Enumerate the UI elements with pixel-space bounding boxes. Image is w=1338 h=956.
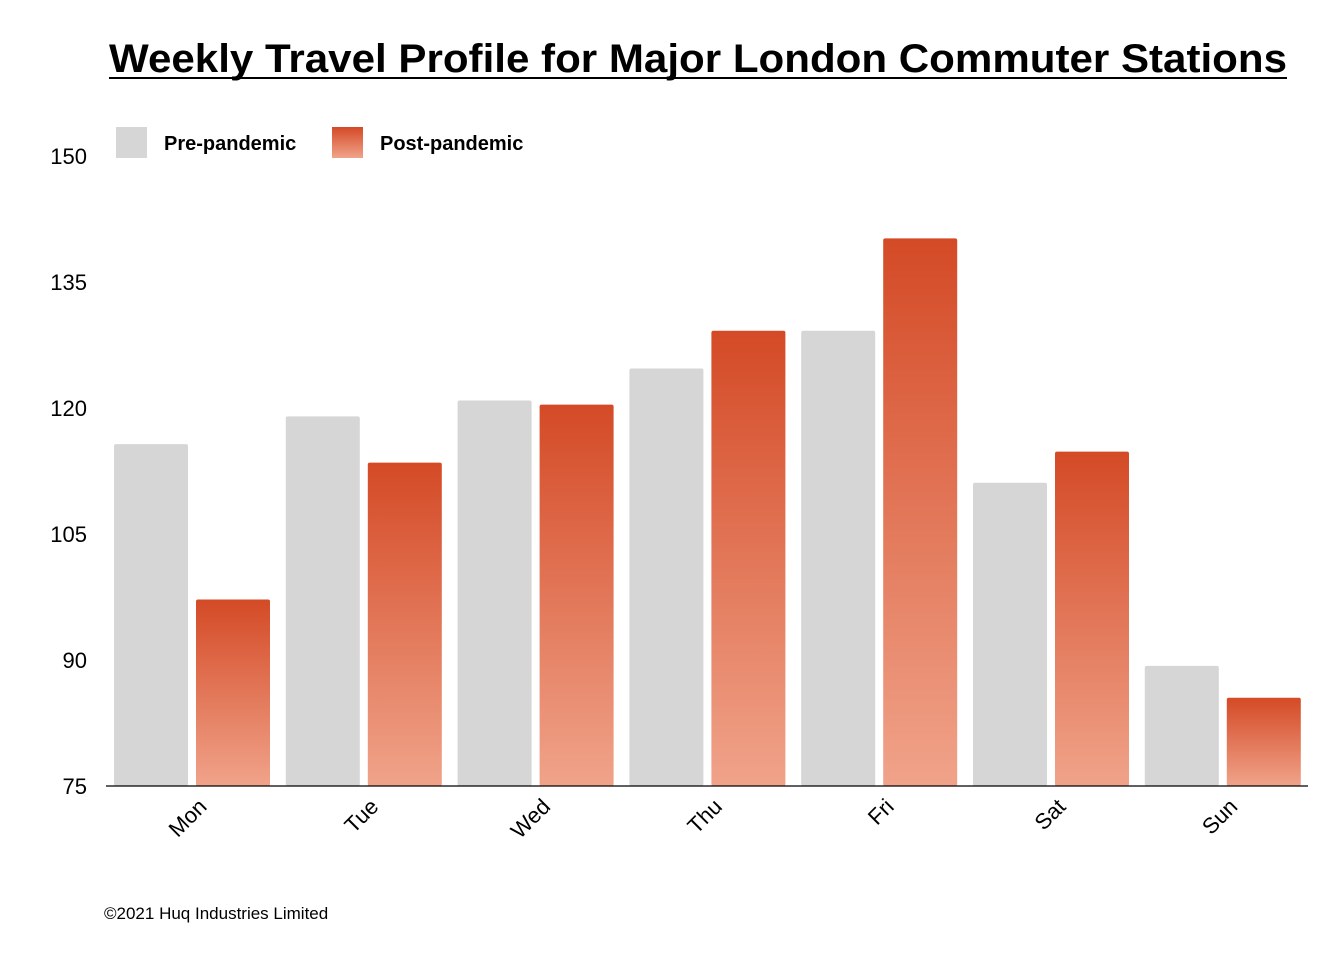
bar-post-pandemic-sat: [1055, 451, 1129, 786]
bar-pre-pandemic-sun: [1144, 665, 1219, 786]
bar-post-pandemic-mon: [196, 599, 270, 786]
y-tick-label: 135: [50, 270, 87, 295]
bar-post-pandemic-wed: [539, 404, 614, 786]
bar-post-pandemic-tue: [367, 462, 442, 786]
x-tick-label: Fri: [863, 794, 899, 830]
bar-pre-pandemic-thu: [629, 368, 704, 786]
y-tick-label: 75: [63, 774, 87, 799]
x-tick-label: Mon: [164, 794, 212, 842]
bar-post-pandemic-fri: [883, 238, 958, 786]
y-axis: 150 135 120 105 90 75: [50, 144, 87, 799]
legend: Pre-pandemic Post-pandemic: [116, 127, 523, 158]
y-tick-label: 105: [50, 522, 87, 547]
bar-post-pandemic-sun: [1226, 697, 1301, 786]
legend-label-post-pandemic: Post-pandemic: [380, 133, 523, 155]
y-tick-label: 90: [63, 648, 87, 673]
bar-pre-pandemic-mon: [114, 444, 188, 786]
bar-pre-pandemic-fri: [801, 330, 876, 786]
chart-title: Weekly Travel Profile for Major London C…: [109, 37, 1287, 81]
x-axis: Mon Tue Wed Thu Fri Sat Sun: [164, 794, 1243, 843]
x-tick-label: Wed: [506, 794, 555, 843]
bar-pre-pandemic-tue: [285, 416, 360, 786]
x-tick-label: Tue: [339, 794, 383, 838]
legend-label-pre-pandemic: Pre-pandemic: [164, 133, 296, 155]
legend-swatch-pre-pandemic: [116, 127, 147, 158]
copyright-footer: ©2021 Huq Industries Limited: [104, 904, 328, 923]
bar-pre-pandemic-sat: [973, 482, 1047, 786]
x-tick-label: Sat: [1030, 794, 1071, 835]
bar-pre-pandemic-wed: [457, 400, 532, 786]
y-tick-label: 120: [50, 396, 87, 421]
x-tick-label: Thu: [682, 794, 726, 838]
x-tick-label: Sun: [1197, 794, 1242, 839]
bars: [114, 238, 1301, 786]
bar-post-pandemic-thu: [711, 330, 786, 786]
legend-swatch-post-pandemic: [332, 127, 363, 158]
y-tick-label: 150: [50, 144, 87, 169]
